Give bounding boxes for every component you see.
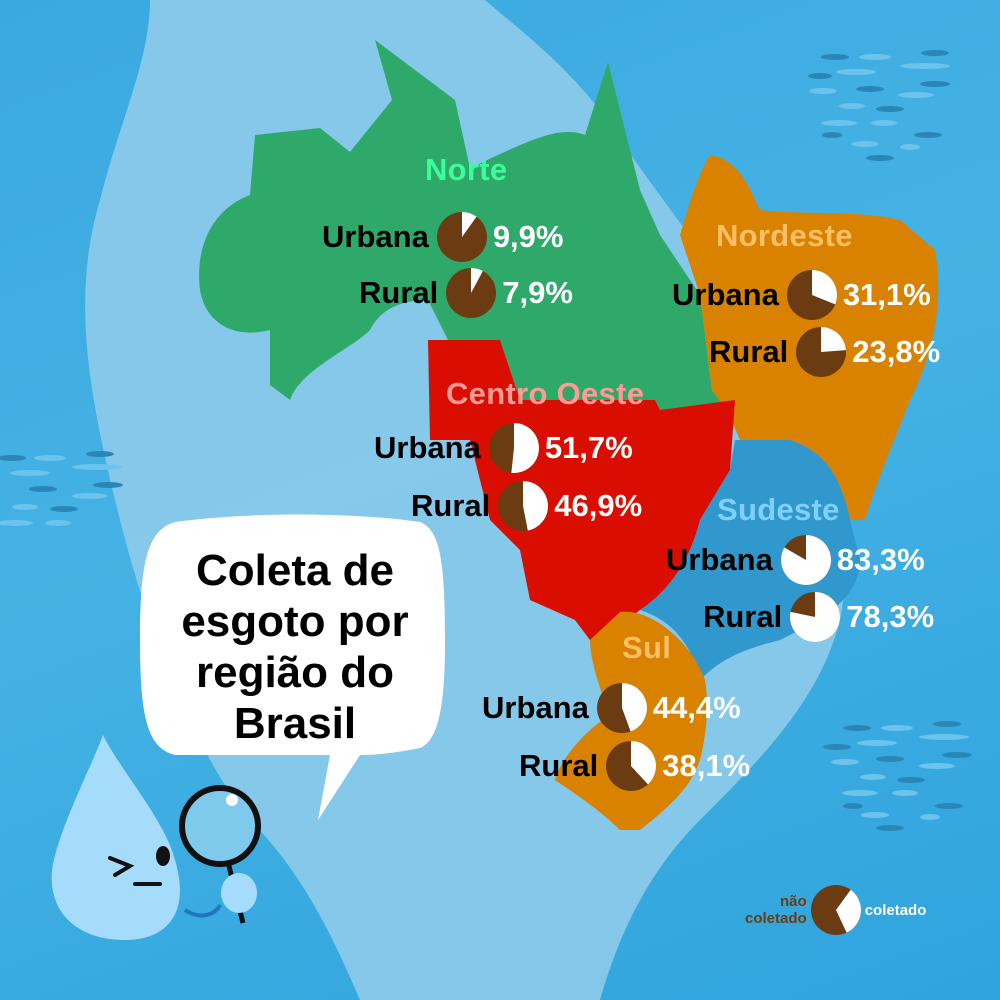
- pie-chart-icon: [596, 683, 647, 733]
- legend: não coletado coletado: [745, 885, 926, 935]
- region-title-sul: Sul: [622, 630, 672, 665]
- title-line: Brasil: [233, 699, 357, 748]
- norte-rural-row: Rural 7,9%: [359, 268, 573, 318]
- percentage-value: 9,9%: [492, 219, 564, 254]
- speech-bubble: [140, 514, 445, 820]
- pie-chart-icon: [786, 270, 837, 320]
- wave-dashes-bottom-right: [823, 721, 972, 831]
- percentage-value: 38,1%: [662, 748, 751, 783]
- legend-pie-icon: [810, 885, 861, 935]
- urbana-label: Urbana: [322, 219, 429, 254]
- title-line: esgoto por: [181, 597, 409, 646]
- sul-urbana-row: Urbana 44,4%: [482, 683, 741, 733]
- pie-chart-icon: [796, 327, 847, 377]
- title-line: Coleta de: [195, 546, 395, 595]
- region-centro-oeste-shape: [428, 340, 735, 640]
- urbana-label: Urbana: [374, 430, 481, 465]
- percentage-value: 51,7%: [544, 430, 633, 465]
- wave-dashes-top-right: [808, 50, 950, 161]
- rural-label: Rural: [519, 748, 599, 783]
- centro-oeste-rural-row: Rural 46,9%: [411, 481, 642, 531]
- pie-chart-icon: [790, 592, 841, 642]
- title-line: região do: [195, 648, 395, 697]
- pie-chart-icon: [488, 423, 539, 473]
- nordeste-rural-row: Rural 23,8%: [709, 327, 940, 377]
- percentage-value: 78,3%: [846, 599, 935, 634]
- legend-text-line: coletado: [745, 910, 807, 927]
- urbana-label: Urbana: [672, 277, 779, 312]
- water-droplet-mascot: [51, 735, 261, 940]
- sudeste-rural-row: Rural 78,3%: [703, 592, 934, 642]
- region-title-sudeste: Sudeste: [717, 492, 840, 527]
- legend-collected-label: coletado: [864, 901, 927, 919]
- percentage-value: 83,3%: [836, 542, 925, 577]
- region-title-nordeste: Nordeste: [716, 218, 853, 253]
- legend-text-line: não: [780, 893, 807, 910]
- norte-urbana-row: Urbana 9,9%: [322, 212, 563, 262]
- region-title-norte: Norte: [425, 152, 508, 187]
- wave-dashes-left: [0, 451, 123, 526]
- pie-chart-icon: [780, 535, 831, 585]
- region-title-centro-oeste: Centro Oeste: [446, 376, 645, 411]
- chart-title: Coleta de esgoto por região do Brasil: [150, 545, 440, 749]
- percentage-value: 7,9%: [502, 275, 573, 310]
- percentage-value: 44,4%: [652, 690, 741, 725]
- percentage-value: 31,1%: [842, 277, 931, 312]
- pie-chart-icon: [606, 741, 657, 791]
- rural-label: Rural: [359, 275, 439, 310]
- pie-chart-icon: [498, 481, 549, 531]
- legend-not-collected-label: não coletado: [745, 893, 807, 927]
- rural-label: Rural: [709, 334, 789, 369]
- percentage-value: 46,9%: [554, 488, 643, 523]
- percentage-value: 23,8%: [852, 334, 941, 369]
- pie-chart-icon: [446, 268, 497, 318]
- pie-chart-icon: [436, 212, 487, 262]
- centro-oeste-urbana-row: Urbana 51,7%: [374, 423, 633, 473]
- sudeste-urbana-row: Urbana 83,3%: [666, 535, 925, 585]
- urbana-label: Urbana: [666, 542, 773, 577]
- sul-rural-row: Rural 38,1%: [519, 741, 750, 791]
- rural-label: Rural: [703, 599, 783, 634]
- nordeste-urbana-row: Urbana 31,1%: [672, 270, 931, 320]
- urbana-label: Urbana: [482, 690, 589, 725]
- rural-label: Rural: [411, 488, 491, 523]
